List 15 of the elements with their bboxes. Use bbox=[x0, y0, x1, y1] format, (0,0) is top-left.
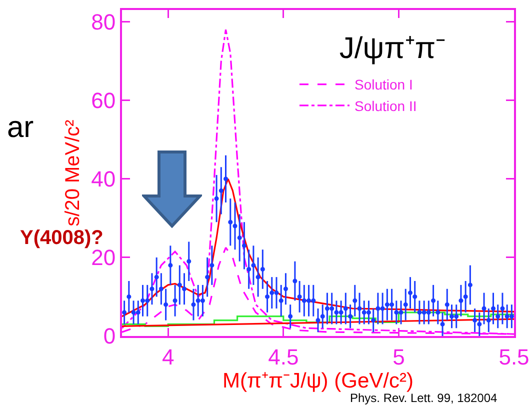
legend-label: Solution I bbox=[354, 76, 413, 93]
x-tick-label: 5 bbox=[392, 344, 405, 370]
x-tick-label: 5.5 bbox=[498, 344, 530, 370]
x-axis-title: M(π⁺π⁻J/ψ) (GeV/c²) bbox=[222, 369, 414, 392]
text: Phys. Rev. Lett. 99, 182004 bbox=[350, 391, 498, 405]
y-axis-title: s/20 MeV/c² bbox=[62, 119, 84, 226]
y-tick-label: 80 bbox=[91, 9, 116, 34]
x-tick-label: 4.5 bbox=[268, 344, 299, 370]
legend-label: Solution II bbox=[354, 98, 417, 114]
y-tick-label: 0 bbox=[103, 324, 116, 349]
x-tick-label: 4 bbox=[162, 344, 174, 370]
text: J/ψπ⁺π⁻ bbox=[339, 32, 446, 65]
y-tick-label: 40 bbox=[91, 166, 116, 192]
text: ar bbox=[7, 111, 34, 144]
y-tick-label: 60 bbox=[91, 88, 116, 114]
